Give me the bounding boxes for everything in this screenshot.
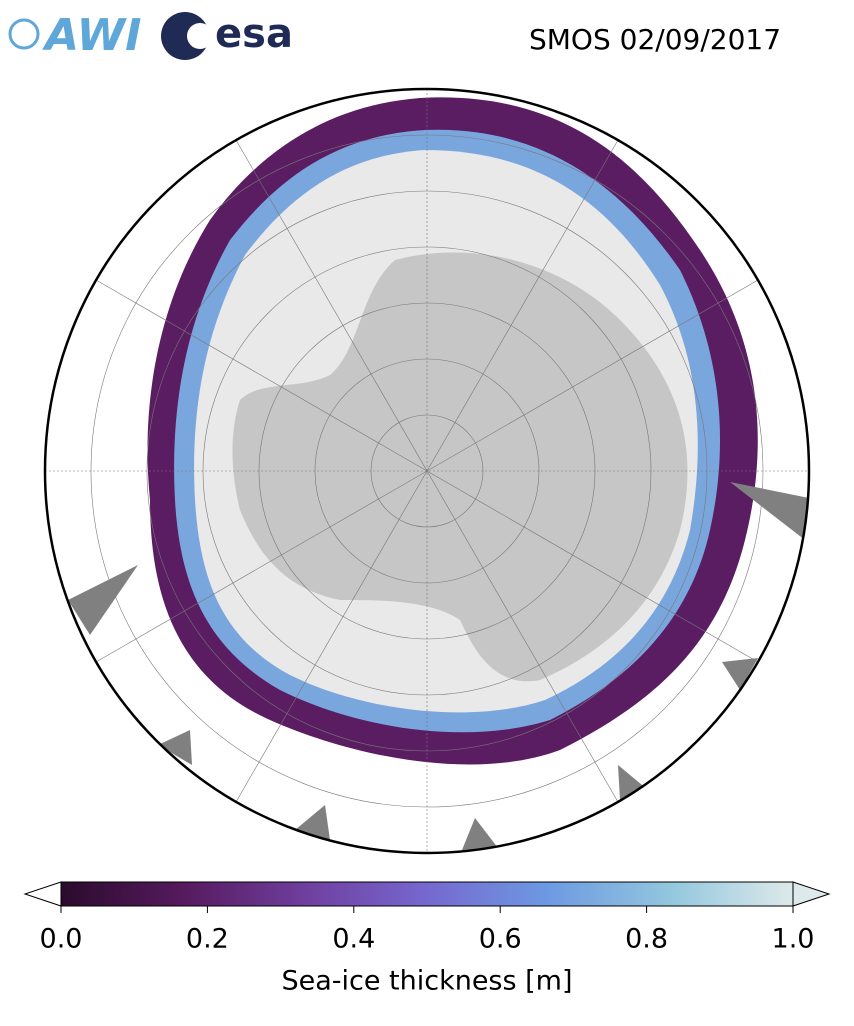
logo-text: esa [215,11,293,57]
colorbar-tick-label: 0.6 [479,924,522,955]
logo-awi: AWI [8,10,142,61]
colorbar-label: Sea-ice thickness [m] [281,966,572,997]
colorbar-extend-high [792,881,831,907]
colorbar-tick-label: 0.0 [40,924,83,955]
colorbar-tick-label: 0.2 [186,924,229,955]
colorbar-tick-label: 0.4 [332,924,375,955]
logo-esa: esa [161,11,293,60]
logo-text: AWI [42,10,142,61]
colorbar-tick-label: 1.0 [772,924,815,955]
colorbar [23,881,831,913]
colorbar-gradient [60,881,794,907]
title: SMOS 02/09/2017 [529,23,781,56]
map-frame [43,87,811,855]
colorbar-tick-label: 0.8 [625,924,668,955]
colorbar-extend-low [23,881,62,907]
map [45,89,809,853]
